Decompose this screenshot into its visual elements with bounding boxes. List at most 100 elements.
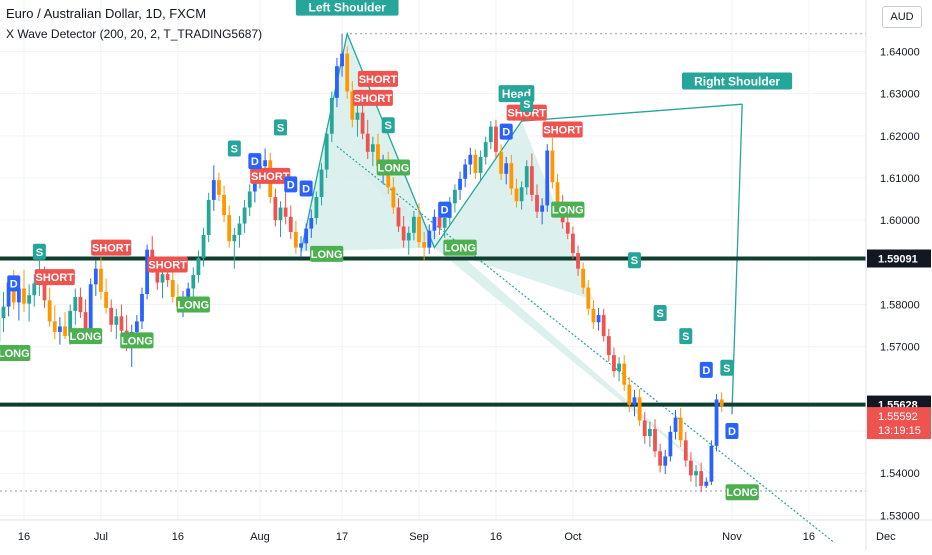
candle-body <box>99 269 103 292</box>
d-marker: D <box>700 362 713 378</box>
candle-body <box>679 418 683 441</box>
symbol-title[interactable]: Euro / Australian Dollar, 1D, FXCM <box>6 6 206 21</box>
s-marker-text: S <box>231 143 238 155</box>
candle-body <box>427 231 431 248</box>
candle <box>638 389 642 426</box>
candle-body <box>699 471 703 486</box>
candle-body <box>612 355 616 371</box>
price-axis[interactable]: 1.640001.630001.620001.610001.600001.580… <box>866 0 932 550</box>
candle-body <box>586 288 590 309</box>
short-signal-badge: SHORT <box>148 256 188 272</box>
candle-body <box>207 200 211 235</box>
candle-body <box>417 217 421 242</box>
candle <box>720 392 724 412</box>
candle <box>89 278 93 335</box>
s-marker-text: S <box>631 255 638 267</box>
short-signal-badge-text: SHORT <box>543 124 582 136</box>
d-marker-text: D <box>302 183 310 195</box>
candle-body <box>653 429 657 451</box>
candle <box>217 173 221 201</box>
d-marker-text: D <box>441 205 449 217</box>
currency-badge[interactable]: AUD <box>882 6 922 28</box>
long-signal-badge: LONG <box>726 484 759 500</box>
candle-body <box>315 197 319 218</box>
long-signal-badge: LONG <box>310 246 343 262</box>
candle-body <box>197 258 201 275</box>
candle-body <box>643 421 647 437</box>
d-marker-text: D <box>728 426 736 438</box>
candle <box>479 151 483 181</box>
candle-body <box>463 164 467 178</box>
candle-body <box>576 253 580 269</box>
price-tick-label: 1.54000 <box>880 468 920 480</box>
candle <box>597 308 601 331</box>
candle-body <box>525 166 529 187</box>
candle <box>602 309 606 342</box>
right-shoulder-label: Right Shoulder <box>682 72 792 89</box>
short-signal-badge-text: SHORT <box>92 243 131 255</box>
candle-body <box>243 208 247 224</box>
d-marker: D <box>7 275 20 291</box>
long-signal-badge-text: LONG <box>552 205 584 217</box>
d-marker-text: D <box>502 127 510 139</box>
candle-body <box>217 180 221 195</box>
indicator-title[interactable]: X Wave Detector (200, 20, 2, T_TRADING56… <box>6 27 262 41</box>
price-tick-label: 1.62000 <box>880 131 920 143</box>
s-marker: S <box>274 119 287 135</box>
candle-body <box>345 54 349 92</box>
long-signal-badge-text: LONG <box>0 348 30 360</box>
candle-body <box>366 134 370 152</box>
candle <box>694 465 698 487</box>
short-signal-badge: SHORT <box>358 71 398 87</box>
candle-body <box>361 113 365 134</box>
candle-body <box>238 224 242 235</box>
candle-body <box>104 292 108 308</box>
candle <box>53 305 57 339</box>
candle-body <box>638 397 642 420</box>
time-tick-label: 16 <box>18 531 30 543</box>
price-tick-label: 1.63000 <box>880 89 920 101</box>
candle-body <box>658 451 662 465</box>
candle-body <box>520 187 524 201</box>
candle-body <box>289 217 293 232</box>
level-price-badge[interactable]: 1.59091 <box>867 250 931 268</box>
long-signal-badge: LONG <box>177 297 210 313</box>
candle-body <box>592 309 596 322</box>
candle <box>212 165 216 211</box>
long-signal-badge-text: LONG <box>177 299 209 311</box>
level-price-badge-text: 1.59091 <box>878 254 918 266</box>
short-signal-badge: SHORT <box>353 90 393 106</box>
candle <box>299 236 303 257</box>
s-marker-text: S <box>682 331 689 343</box>
candle-body <box>27 295 31 303</box>
candle-body <box>161 274 165 282</box>
time-tick-label: Aug <box>250 531 270 543</box>
candle <box>197 251 201 283</box>
left-shoulder-label-text: Left Shoulder <box>309 0 387 14</box>
time-tick-label: Dec <box>876 531 896 543</box>
candle-body <box>304 229 308 244</box>
s-marker: S <box>679 328 692 344</box>
candle-body <box>32 283 36 295</box>
candle-body <box>704 482 708 486</box>
head-and-shoulders-pattern <box>301 34 835 543</box>
left-shoulder-label: Left Shoulder <box>296 0 399 16</box>
candle-body <box>371 144 375 152</box>
candle <box>120 305 124 337</box>
candle <box>248 184 252 216</box>
candle-body <box>484 142 488 157</box>
candle-body <box>53 321 57 332</box>
candle-body <box>535 195 539 212</box>
candle-body <box>120 316 124 330</box>
candle-body <box>550 151 554 183</box>
short-signal-badge: SHORT <box>35 269 75 285</box>
candle-body <box>222 195 226 215</box>
candle-body <box>22 288 26 303</box>
candle-body <box>114 316 118 324</box>
long-signal-badge: LONG <box>443 240 476 256</box>
candle-body <box>422 242 426 247</box>
